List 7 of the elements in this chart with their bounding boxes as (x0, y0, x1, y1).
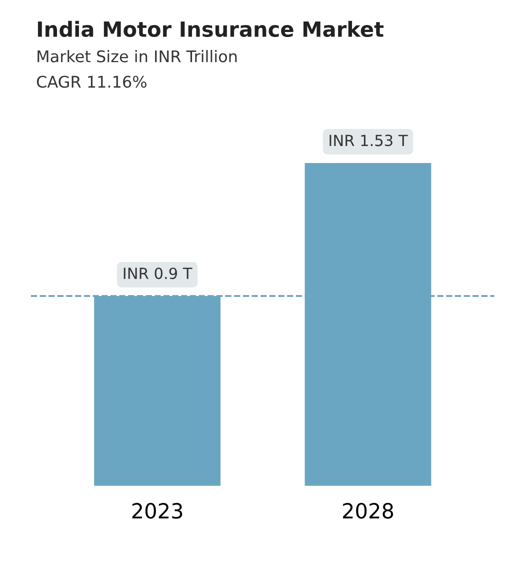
data-label: INR 1.53 T (330, 134, 408, 146)
chart-subtitle: Market Size in INR Trillion (38, 50, 237, 62)
x-tick-label: 2023 (132, 502, 182, 519)
data-label: INR 0.9 T (124, 268, 192, 280)
x-tick-label: 2028 (343, 502, 394, 519)
chart-title: India Motor Insurance Market (38, 20, 384, 38)
text: CAGR 11.16% (36, 76, 146, 88)
